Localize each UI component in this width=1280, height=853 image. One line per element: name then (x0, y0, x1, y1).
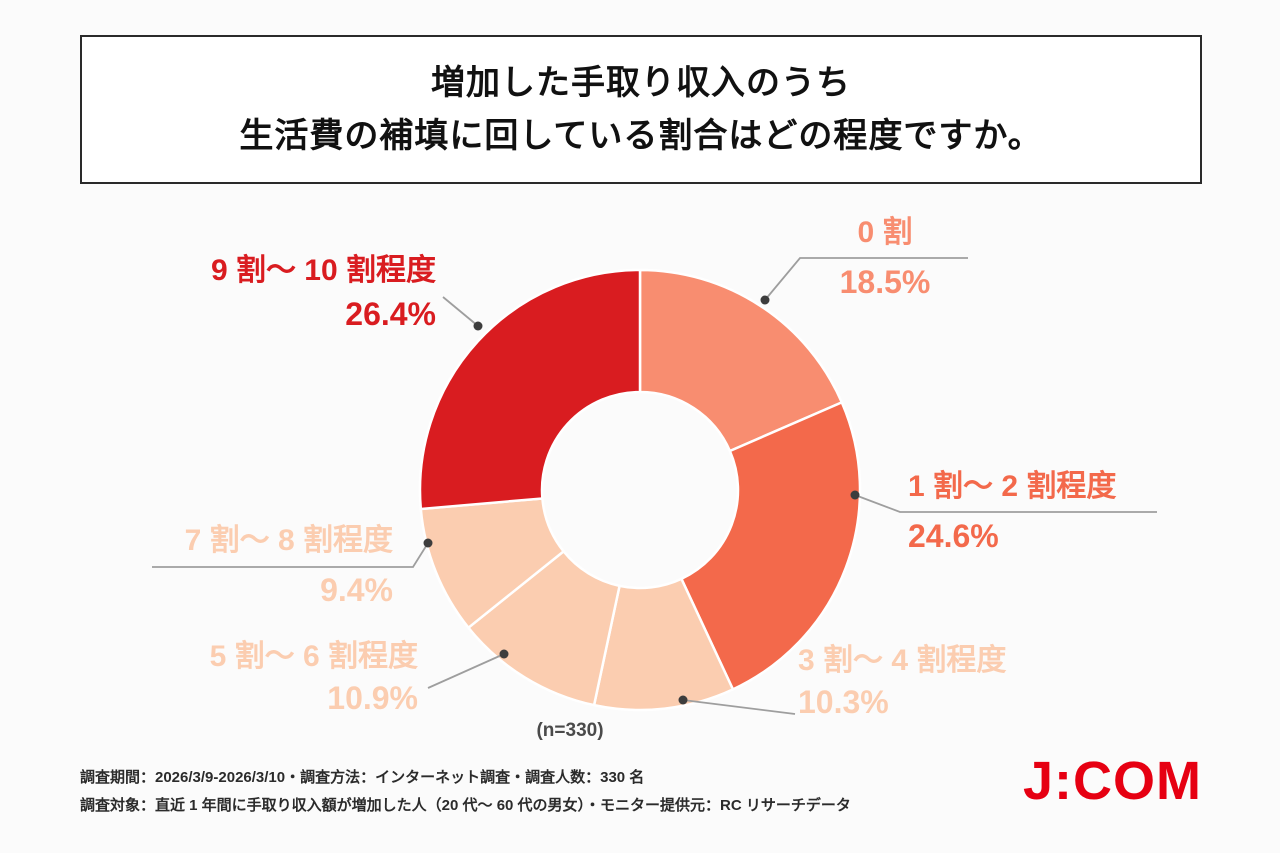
leader-lines (152, 257, 1157, 715)
donut-segments (418, 268, 862, 712)
chart-title-line-2: 生活費の補填に回している割合はどの程度ですか。 (239, 116, 1043, 155)
segment-percentage: 18.5% (839, 264, 931, 300)
leader-dot-1 (850, 490, 860, 500)
segment-label-2: 3 割〜 4 割程度 10.3% (798, 644, 1048, 720)
leader-dot-4 (423, 538, 433, 548)
segment-label-1: 1 割〜 2 割程度 24.6% (908, 470, 1178, 554)
segment-percentage: 9.4% (320, 572, 393, 608)
leader-dots (423, 295, 860, 705)
leader-dot-5 (473, 321, 483, 331)
leader-dot-0 (760, 295, 770, 305)
leader-line-2 (682, 699, 796, 715)
segment-label-0: 0 割 18.5% (795, 216, 975, 300)
segment-name: 7 割〜 8 割程度 (184, 524, 393, 557)
leader-line-0 (764, 257, 968, 301)
leader-line-4 (152, 542, 429, 568)
leader-line-5 (442, 296, 479, 327)
leader-line-1 (854, 494, 1157, 513)
survey-footnote: 調査期間：2026/3/9-2026/3/10・調査方法：インターネット調査・調… (80, 764, 940, 820)
chart-title-box: 増加した手取り収入のうち 生活費の補填に回している割合はどの程度ですか。 (80, 35, 1202, 184)
segment-percentage: 24.6% (908, 518, 999, 554)
donut-segment-1 (680, 401, 862, 691)
sample-size-label: (n=330) (536, 720, 604, 741)
leader-line-3 (427, 653, 505, 689)
segment-percentage: 10.3% (798, 684, 889, 720)
segment-label-5: 9 割〜 10 割程度 26.4% (168, 254, 436, 332)
segment-name: 9 割〜 10 割程度 (210, 254, 436, 287)
survey-footnote-line-1: 調査期間：2026/3/9-2026/3/10・調査方法：インターネット調査・調… (80, 769, 645, 786)
leader-dot-2 (678, 695, 688, 705)
donut-segment-0 (638, 268, 844, 453)
chart-title-line-1: 増加した手取り収入のうち (431, 63, 851, 102)
leader-dot-3 (499, 649, 509, 659)
segment-name: 5 割〜 6 割程度 (209, 640, 418, 673)
segment-name: 0 割 (857, 216, 913, 249)
survey-footnote-line-2: 調査対象：直近 1 年間に手取り収入額が増加した人（20 代〜 60 代の男女）… (80, 796, 851, 814)
segment-name: 1 割〜 2 割程度 (908, 470, 1117, 503)
segment-label-4: 7 割〜 8 割程度 9.4% (148, 524, 393, 608)
jcom-logo: J:COM (1023, 751, 1202, 811)
segment-percentage: 26.4% (345, 296, 436, 332)
segment-percentage: 10.9% (327, 680, 418, 716)
segment-name: 3 割〜 4 割程度 (798, 644, 1007, 677)
donut-segment-5 (418, 268, 642, 511)
segment-label-3: 5 割〜 6 割程度 10.9% (160, 640, 418, 716)
